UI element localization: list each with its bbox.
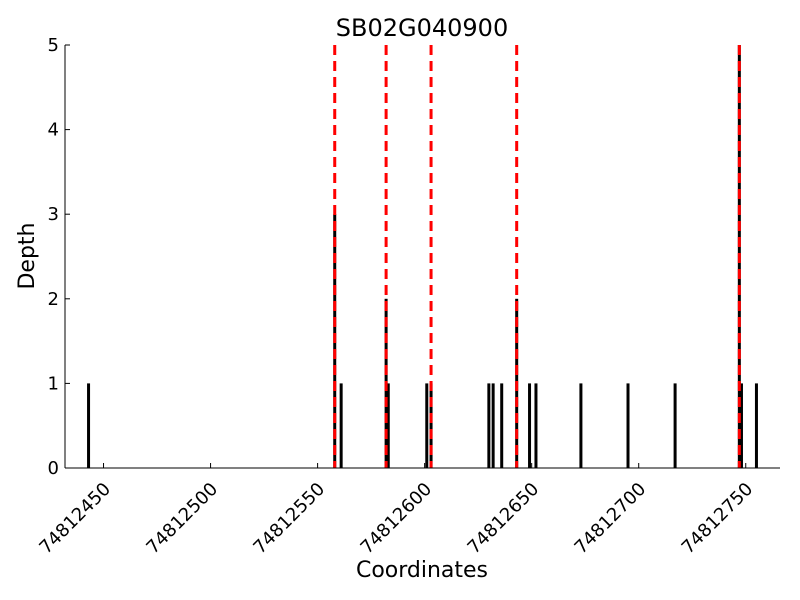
- x-tick-label: 74812600: [357, 479, 437, 559]
- depth-bar: [87, 383, 91, 468]
- y-tick-label: 0: [48, 458, 59, 479]
- depth-bar: [429, 383, 433, 468]
- y-axis-label: Depth: [15, 222, 40, 289]
- chart-title: SB02G040900: [336, 14, 508, 42]
- x-ticks-layer: 74812450 74812500 74812550 74812600 74812650…: [35, 463, 757, 558]
- x-tick-label: 74812700: [571, 479, 651, 559]
- depth-bar: [579, 383, 583, 468]
- depth-bar: [754, 383, 758, 468]
- depth-bar: [491, 383, 495, 468]
- y-tick-label: 1: [48, 373, 59, 394]
- x-tick-label: 74812450: [35, 479, 115, 559]
- depth-bar: [425, 383, 429, 468]
- depth-bar: [500, 383, 504, 468]
- y-tick-label: 4: [48, 120, 59, 141]
- y-tick-label: 2: [48, 289, 59, 310]
- x-tick-label: 74812500: [142, 479, 222, 559]
- x-axis-label: Coordinates: [356, 558, 488, 583]
- depth-bar: [528, 383, 532, 468]
- depth-bar: [626, 383, 630, 468]
- y-tick-label: 3: [48, 204, 59, 225]
- reference-lines-layer: [333, 45, 741, 468]
- bars-layer: [87, 45, 758, 468]
- depth-bar: [386, 383, 390, 468]
- x-tick-label: 74812550: [250, 479, 330, 559]
- depth-bar: [339, 383, 343, 468]
- depth-bar: [673, 383, 677, 468]
- depth-bar: [534, 383, 538, 468]
- x-tick-label: 74812650: [464, 479, 544, 559]
- y-tick-label: 5: [48, 35, 59, 56]
- depth-bar: [739, 383, 743, 468]
- y-ticks-layer: 0 1 2 3 4 5: [48, 35, 70, 479]
- x-tick-label: 74812750: [678, 479, 758, 559]
- depth-bar: [487, 383, 491, 468]
